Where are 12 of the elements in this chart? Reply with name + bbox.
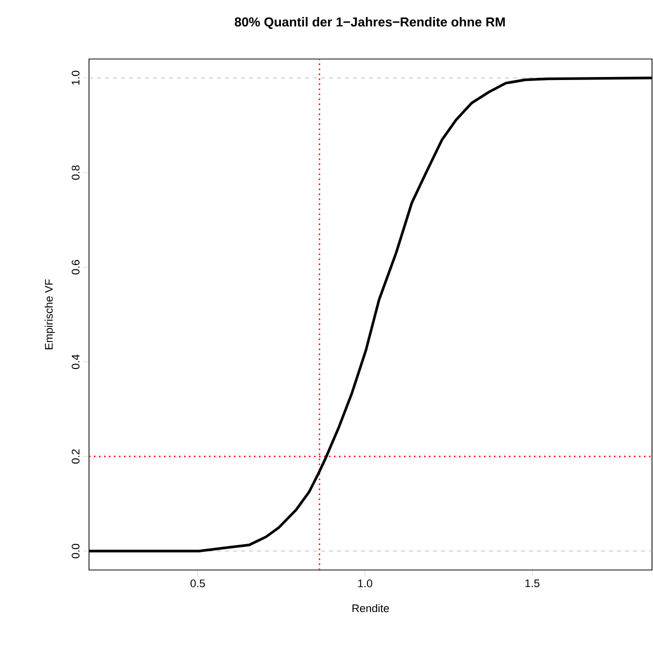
y-tick-label: 1.0 [72, 70, 80, 85]
y-tick-label: 0.4 [72, 354, 80, 369]
y-tick-label: 0.6 [72, 260, 80, 274]
x-tick-label: 1.0 [358, 580, 372, 588]
x-tick-label: 0.5 [190, 580, 205, 588]
y-tick-label: 0.2 [72, 449, 80, 464]
y-tick-label: 0.8 [72, 165, 80, 180]
x-tick-label: 1.5 [525, 580, 540, 588]
x-axis-title: Rendite [352, 604, 389, 612]
y-tick-label: 0.0 [72, 544, 80, 558]
chart-title: 80% Quantil der 1−Jahres−Rendite ohne RM [234, 17, 505, 29]
y-axis-title: Empirische VF [44, 279, 55, 350]
